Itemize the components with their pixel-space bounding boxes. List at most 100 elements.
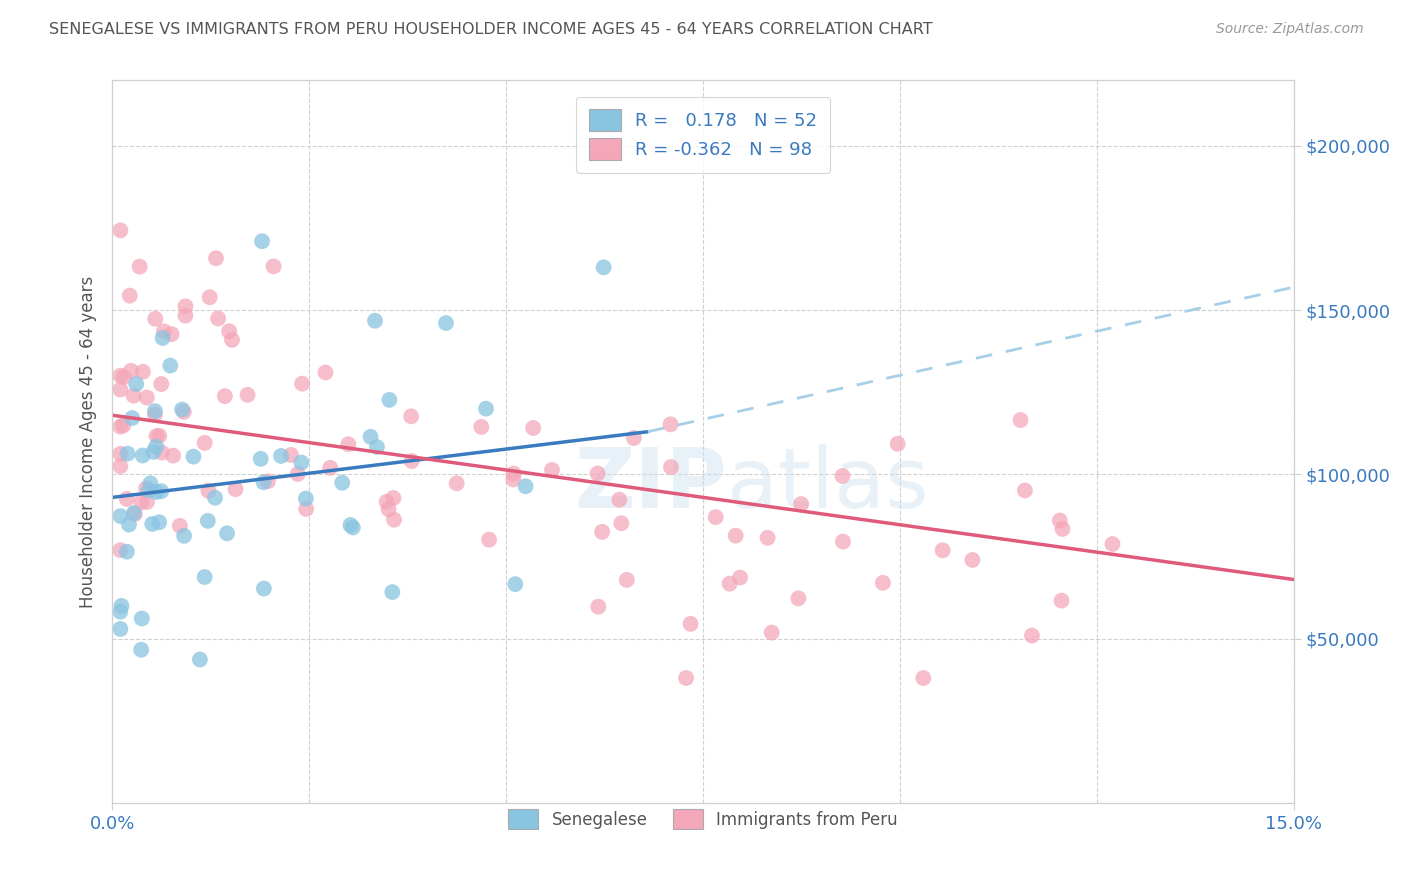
Point — [381, 585, 404, 599]
Point — [253, 582, 276, 596]
Point — [153, 325, 176, 339]
Point — [162, 449, 184, 463]
Point — [257, 475, 280, 489]
Point — [150, 377, 173, 392]
Point — [1014, 483, 1036, 498]
Point — [118, 288, 141, 302]
Point — [148, 429, 170, 443]
Point — [110, 543, 132, 558]
Point — [129, 642, 152, 657]
Point — [198, 290, 221, 304]
Point — [912, 671, 935, 685]
Point — [315, 366, 337, 380]
Point — [120, 364, 142, 378]
Point — [790, 497, 813, 511]
Point — [110, 622, 132, 636]
Point — [659, 417, 682, 432]
Point — [610, 516, 633, 531]
Point — [172, 402, 194, 417]
Point — [173, 405, 195, 419]
Point — [128, 260, 150, 274]
Point — [675, 671, 697, 685]
Text: atlas: atlas — [727, 444, 928, 525]
Point — [291, 376, 314, 391]
Point — [263, 260, 285, 274]
Point — [761, 625, 783, 640]
Point — [152, 331, 174, 345]
Point — [330, 475, 353, 490]
Point — [704, 510, 727, 524]
Point — [319, 460, 342, 475]
Point — [110, 509, 132, 524]
Point — [382, 491, 405, 505]
Point — [174, 309, 197, 323]
Point — [616, 573, 638, 587]
Point — [378, 392, 401, 407]
Point — [143, 404, 166, 418]
Point — [110, 383, 132, 397]
Point — [115, 491, 138, 506]
Point — [787, 591, 810, 606]
Point — [139, 476, 162, 491]
Point — [125, 377, 148, 392]
Point — [382, 513, 405, 527]
Point — [886, 437, 908, 451]
Point — [117, 447, 139, 461]
Point — [218, 324, 240, 338]
Point — [962, 553, 984, 567]
Point — [122, 506, 145, 520]
Point — [136, 495, 159, 509]
Point — [148, 515, 170, 529]
Point — [679, 616, 702, 631]
Point — [150, 445, 173, 459]
Point — [502, 472, 524, 486]
Y-axis label: Householder Income Ages 45 - 64 years: Householder Income Ages 45 - 64 years — [79, 276, 97, 607]
Point — [728, 570, 751, 584]
Point — [145, 440, 167, 454]
Point — [295, 491, 318, 506]
Point — [588, 599, 610, 614]
Point — [375, 495, 398, 509]
Point — [194, 570, 217, 584]
Point — [131, 449, 153, 463]
Point — [502, 467, 524, 481]
Point — [110, 223, 132, 237]
Point — [724, 529, 747, 543]
Point — [135, 391, 157, 405]
Point — [503, 577, 526, 591]
Point — [110, 599, 132, 613]
Point — [174, 299, 197, 313]
Point — [287, 467, 309, 481]
Point — [337, 437, 360, 451]
Point — [205, 251, 228, 265]
Point — [135, 482, 157, 496]
Point — [401, 454, 423, 468]
Point — [718, 576, 741, 591]
Point — [399, 409, 422, 424]
Point — [204, 491, 226, 505]
Point — [207, 311, 229, 326]
Point — [110, 419, 132, 434]
Point — [295, 502, 318, 516]
Point — [143, 408, 166, 422]
Point — [169, 519, 191, 533]
Point — [217, 526, 239, 541]
Point — [225, 482, 247, 496]
Point — [110, 368, 132, 383]
Point — [1052, 522, 1074, 536]
Point — [150, 484, 173, 499]
Point — [145, 429, 167, 443]
Point — [591, 524, 613, 539]
Point — [214, 389, 236, 403]
Point — [290, 456, 312, 470]
Point — [522, 421, 544, 435]
Point — [541, 463, 564, 477]
Text: SENEGALESE VS IMMIGRANTS FROM PERU HOUSEHOLDER INCOME AGES 45 - 64 YEARS CORRELA: SENEGALESE VS IMMIGRANTS FROM PERU HOUSE… — [49, 22, 932, 37]
Point — [364, 314, 387, 328]
Point — [931, 543, 953, 558]
Point — [1049, 514, 1071, 528]
Point — [236, 388, 259, 402]
Point — [197, 483, 219, 498]
Point — [141, 516, 163, 531]
Point — [377, 502, 399, 516]
